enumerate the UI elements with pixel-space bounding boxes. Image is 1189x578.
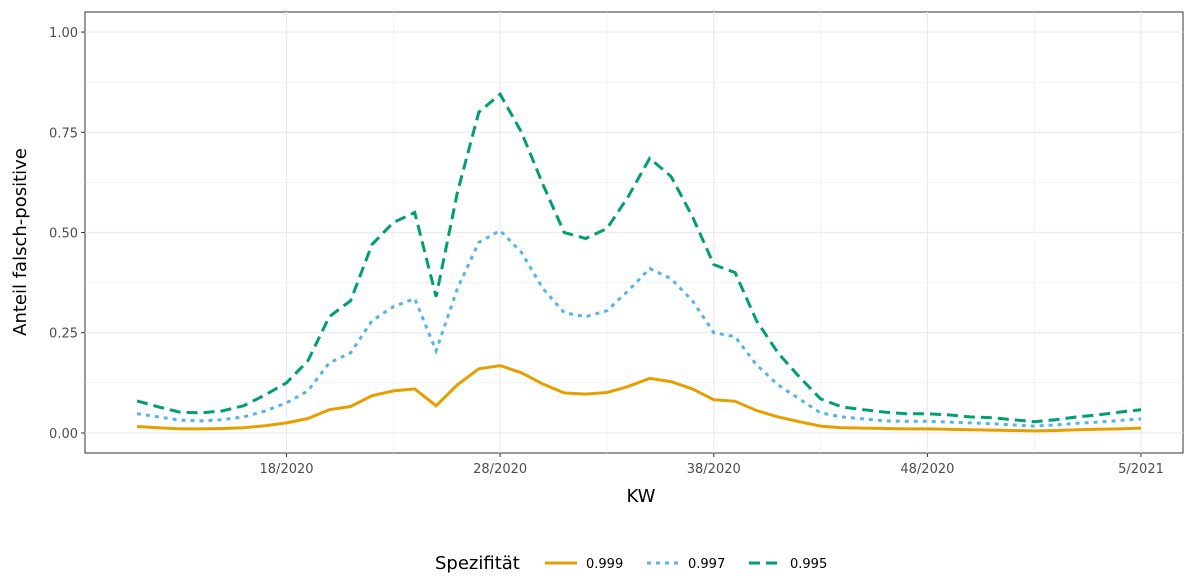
x-tick-label: 38/2020 [687, 462, 741, 477]
x-tick-label: 5/2021 [1118, 462, 1164, 477]
y-tick-label: 0.25 [49, 327, 78, 342]
x-tick-label: 48/2020 [900, 462, 954, 477]
legend-label: 0.999 [586, 557, 623, 572]
legend-label: 0.997 [688, 557, 725, 572]
x-tick-label: 18/2020 [260, 462, 314, 477]
y-tick-label: 0.75 [49, 126, 78, 141]
legend-title: Spezifität [435, 553, 520, 574]
series-line [136, 364, 1142, 433]
x-axis-title: KW [627, 486, 656, 507]
series-line [136, 91, 1142, 424]
legend-label: 0.995 [790, 557, 827, 572]
series-line [136, 228, 1142, 428]
grid [85, 12, 1183, 453]
x-tick-label: 28/2020 [473, 462, 527, 477]
y-tick-label: 1.00 [49, 26, 78, 41]
y-tick-label: 0.00 [49, 427, 78, 442]
y-tick-label: 0.50 [49, 227, 78, 242]
y-axis-title: Anteil falsch-positive [10, 148, 31, 336]
